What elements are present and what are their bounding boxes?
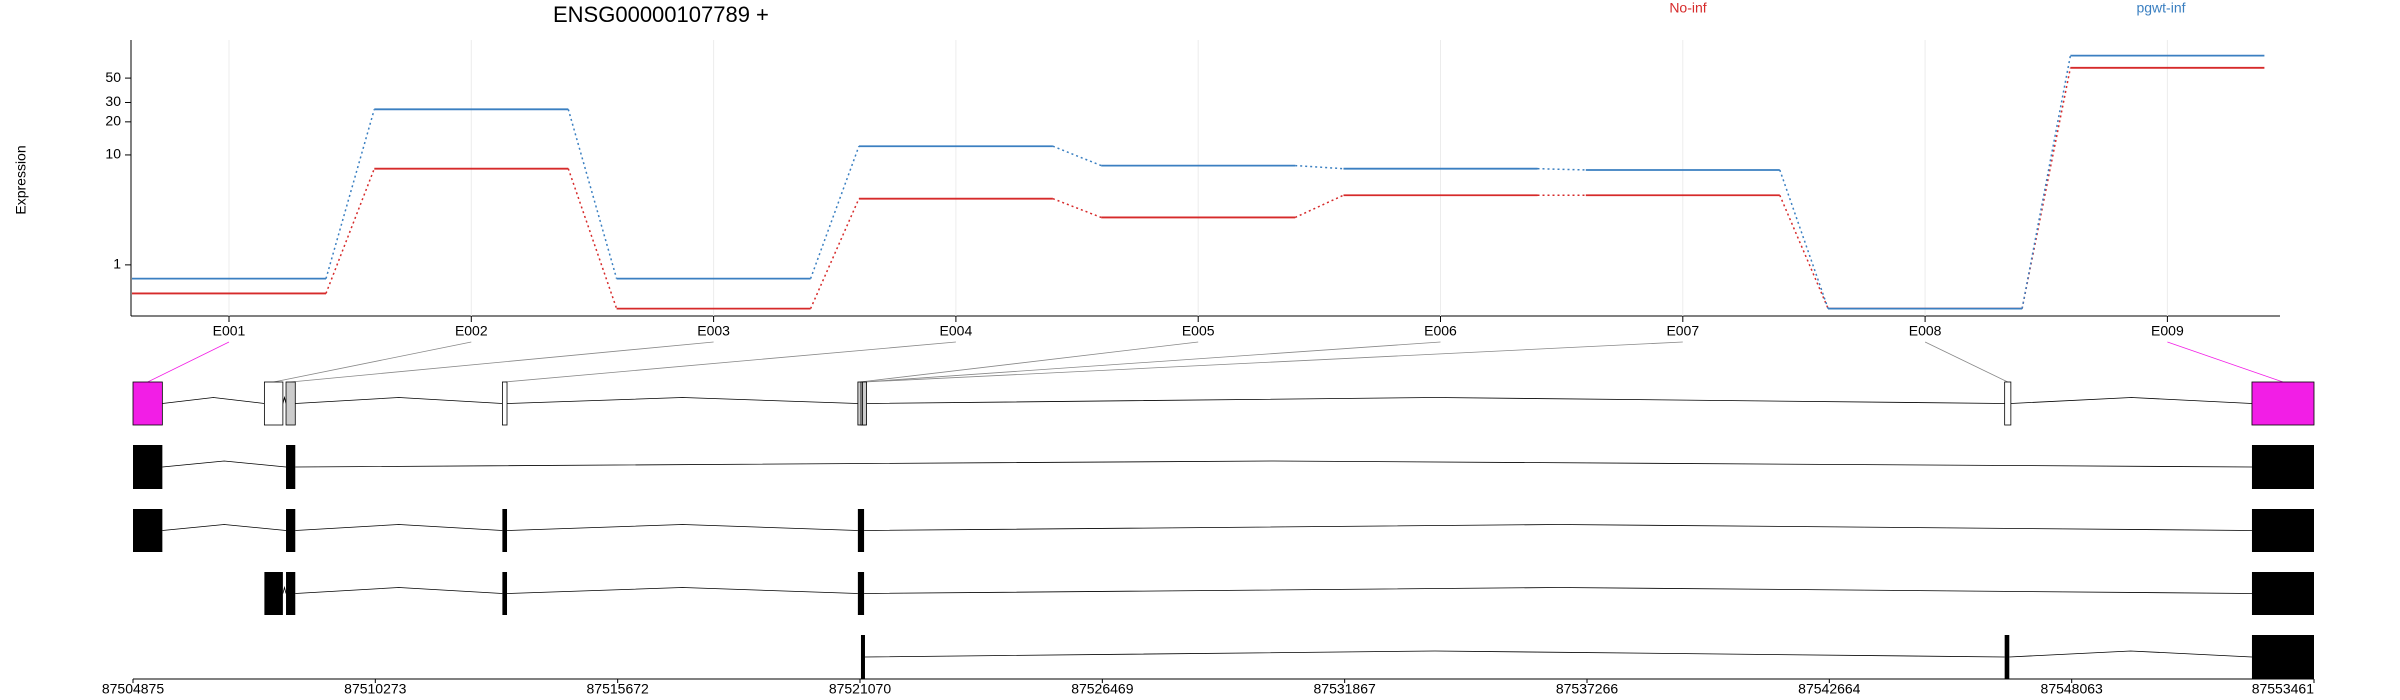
transcript-exon (286, 445, 296, 489)
x-tick-label: E006 (1424, 323, 1457, 339)
intron (864, 524, 2252, 531)
x-tick-label: E009 (2151, 323, 2184, 339)
exon (501, 381, 508, 426)
intron (2010, 397, 2252, 404)
legend-label: No-inf (1669, 0, 1706, 16)
intron (295, 587, 503, 594)
transcript-exon (502, 509, 508, 552)
exon-connector (273, 341, 472, 383)
intron (507, 397, 858, 404)
intron (282, 395, 287, 404)
genomic-tick-label: 87537266 (1556, 681, 1619, 697)
x-tick-label: E007 (1666, 323, 1699, 339)
y-tick-label: 1 (113, 256, 121, 272)
genomic-tick-label: 87531867 (1314, 681, 1377, 697)
connector (2021, 55, 2072, 309)
intron (162, 460, 287, 468)
x-tick-label: E005 (1182, 323, 1215, 339)
exon-connector (147, 341, 230, 383)
genomic-tick-label: 87548063 (2041, 681, 2104, 697)
connector (325, 168, 375, 294)
exon (263, 381, 284, 426)
intron (866, 397, 2005, 404)
exon-connector (859, 341, 1199, 383)
exon-connector (504, 341, 956, 383)
connector (1779, 194, 1829, 309)
connector (809, 198, 860, 309)
y-tick-label: 30 (105, 93, 121, 109)
connector (1294, 194, 1344, 219)
intron (282, 585, 287, 594)
exon (2251, 381, 2315, 426)
chart-title: ENSG00000107789 + (553, 2, 769, 27)
genomic-tick-label: 87542664 (1798, 681, 1861, 697)
exon (285, 381, 296, 426)
exon-connector (1924, 341, 2008, 383)
genomic-tick-label: 87553461 (2252, 681, 2315, 697)
exon (2004, 381, 2012, 426)
transcript-exon (2004, 635, 2010, 679)
genomic-tick-label: 87504875 (102, 681, 165, 697)
genomic-tick-label: 87526469 (1071, 681, 1134, 697)
x-tick-label: E008 (1909, 323, 1942, 339)
y-axis-label: Expression (13, 145, 29, 214)
transcript-exon (860, 635, 865, 679)
transcript-exon (857, 572, 865, 615)
intron (162, 524, 287, 531)
y-tick-label: 10 (105, 146, 121, 162)
intron (864, 587, 2252, 594)
x-tick-label: E004 (940, 323, 973, 339)
x-tick-label: E003 (697, 323, 730, 339)
exon-connector (864, 341, 1683, 383)
genomic-tick-label: 87515672 (587, 681, 650, 697)
connector (1052, 197, 1102, 219)
intron (295, 524, 503, 531)
exon (132, 381, 163, 426)
connector (1052, 145, 1102, 167)
intron (2009, 650, 2252, 658)
transcript-exon (133, 445, 163, 489)
legend-label: pgwt-inf (2136, 0, 2185, 16)
y-tick-label: 20 (105, 113, 121, 129)
transcript-exon (2251, 572, 2314, 615)
exon-connector (862, 341, 1441, 383)
connector (567, 168, 618, 309)
connector (1537, 167, 1586, 171)
transcript-exon (264, 572, 283, 615)
connector (1779, 169, 1829, 309)
transcript-exon (2251, 445, 2314, 489)
exon-connector (290, 341, 714, 383)
connector (567, 109, 618, 279)
y-tick-label: 50 (105, 69, 121, 85)
transcript-exon (502, 572, 508, 615)
transcript-exon (133, 509, 163, 552)
connector (809, 145, 860, 279)
transcript-exon (286, 572, 296, 615)
genomic-tick-label: 87521070 (829, 681, 892, 697)
transcript-exon (286, 509, 296, 552)
intron (507, 524, 858, 531)
x-tick-label: E002 (455, 323, 488, 339)
transcript-exon (2251, 635, 2314, 679)
intron (507, 587, 858, 594)
intron (295, 397, 503, 404)
x-tick-label: E001 (213, 323, 246, 339)
exon-connector (2167, 341, 2284, 383)
intron (295, 460, 2252, 468)
transcript-exon (857, 509, 865, 552)
intron (864, 650, 2005, 658)
transcript-exon (2251, 509, 2314, 552)
exon (862, 381, 867, 426)
connector (325, 109, 376, 279)
genomic-tick-label: 87510273 (344, 681, 407, 697)
intron (162, 397, 265, 404)
connector (1295, 164, 1344, 170)
